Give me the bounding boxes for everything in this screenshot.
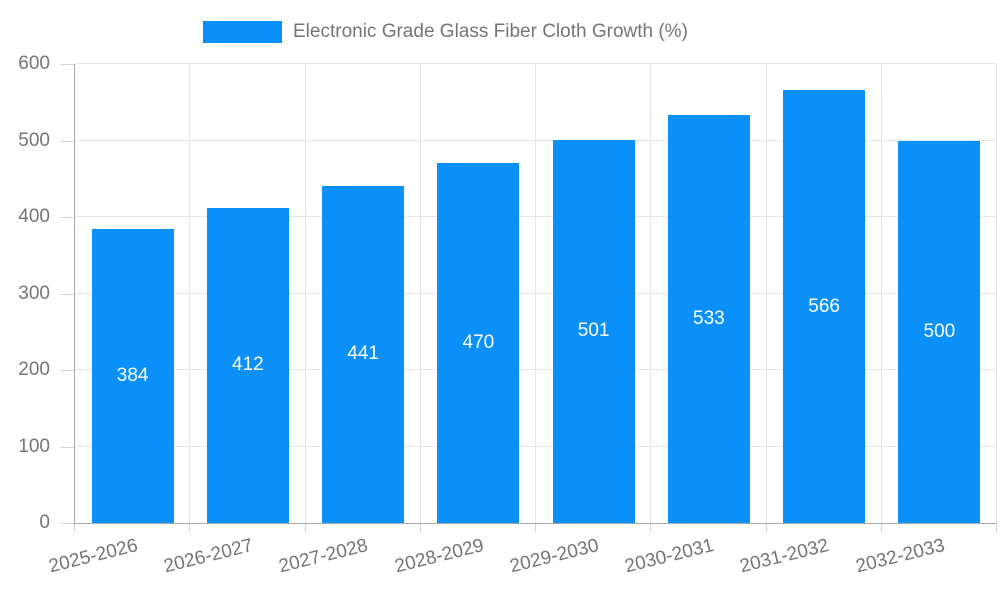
gridline-vertical bbox=[419, 64, 421, 523]
gridline-vertical bbox=[650, 64, 652, 523]
bar-value-label: 441 bbox=[347, 343, 379, 365]
gridline-vertical bbox=[880, 64, 882, 523]
x-axis-label: 2029-2030 bbox=[507, 535, 601, 578]
gridline-vertical bbox=[765, 64, 767, 523]
bar-2032-2033: 500 bbox=[898, 140, 981, 523]
bar-2028-2029: 470 bbox=[437, 163, 520, 523]
bar-2027-2028: 441 bbox=[322, 185, 405, 523]
gridline-horizontal bbox=[75, 369, 997, 370]
x-axis-tick bbox=[535, 524, 536, 532]
y-axis-tick bbox=[60, 64, 74, 65]
legend-label: Electronic Grade Glass Fiber Cloth Growt… bbox=[293, 21, 688, 42]
y-axis-tick bbox=[60, 217, 74, 218]
x-axis: 2025-2026 2026-2027 2027-2028 2028-2029 2029… bbox=[46, 535, 996, 595]
x-axis-tick bbox=[996, 524, 997, 532]
gridline-vertical bbox=[996, 64, 997, 523]
bar-value-label: 384 bbox=[116, 365, 149, 387]
x-axis-label: 2028-2029 bbox=[392, 535, 486, 578]
legend-swatch bbox=[203, 21, 282, 43]
bar-value-label: 533 bbox=[693, 308, 725, 330]
gridline-vertical bbox=[535, 64, 536, 523]
gridline-horizontal bbox=[75, 63, 997, 64]
y-axis-tick bbox=[60, 293, 74, 295]
legend-item[interactable]: Electronic Grade Glass Fiber Cloth Growt… bbox=[203, 21, 688, 43]
y-axis-label: 300 bbox=[18, 282, 50, 304]
gridline-vertical bbox=[189, 64, 191, 523]
y-axis-tick bbox=[60, 370, 74, 371]
gridline-horizontal bbox=[75, 139, 997, 141]
bar-2026-2027: 412 bbox=[206, 207, 289, 523]
y-axis-label: 100 bbox=[18, 435, 50, 457]
bar-2025-2026: 384 bbox=[91, 229, 174, 523]
x-axis-tick bbox=[650, 524, 652, 532]
x-axis-label: 2030-2031 bbox=[622, 535, 716, 578]
x-axis-label: 2026-2027 bbox=[161, 535, 255, 578]
x-axis-tick bbox=[419, 524, 421, 532]
y-axis-tick bbox=[60, 446, 74, 448]
bar-value-label: 500 bbox=[923, 320, 956, 342]
x-axis-label: 2027-2028 bbox=[276, 535, 371, 578]
x-axis-label: 2031-2032 bbox=[737, 535, 832, 578]
y-axis-label: 500 bbox=[18, 129, 50, 151]
gridline-horizontal bbox=[75, 216, 997, 217]
bar-2031-2032: 566 bbox=[783, 90, 866, 523]
x-axis-tick bbox=[765, 524, 767, 532]
bar-2029-2030: 501 bbox=[552, 139, 635, 523]
bar-value-label: 566 bbox=[808, 295, 840, 317]
bar-value-label: 501 bbox=[577, 320, 610, 342]
y-axis-label: 600 bbox=[18, 53, 50, 74]
x-axis-label: 2032-2033 bbox=[853, 535, 947, 578]
plot-area: 384 412 441 470 501 533 566 500 bbox=[74, 63, 997, 524]
x-axis-label: 2025-2026 bbox=[46, 535, 140, 578]
bar-value-label: 470 bbox=[462, 332, 495, 354]
y-axis-tick bbox=[60, 140, 74, 142]
bar-value-label: 412 bbox=[232, 354, 264, 376]
y-axis-label: 400 bbox=[18, 206, 50, 227]
x-axis-tick bbox=[74, 524, 75, 532]
gridline-horizontal bbox=[75, 292, 997, 294]
x-axis-tick bbox=[189, 524, 191, 532]
y-axis-label: 200 bbox=[18, 359, 50, 380]
y-axis-label: 0 bbox=[39, 512, 50, 533]
x-axis-tick bbox=[304, 524, 306, 532]
y-axis-tick bbox=[60, 523, 74, 524]
gridline-horizontal bbox=[75, 445, 997, 447]
gridline-vertical bbox=[304, 64, 306, 523]
bar-2030-2031: 533 bbox=[667, 115, 750, 523]
x-axis-tick bbox=[880, 524, 882, 532]
